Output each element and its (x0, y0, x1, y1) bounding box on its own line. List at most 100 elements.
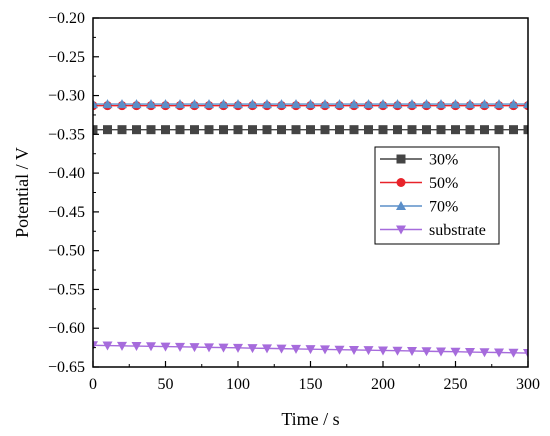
data-point (523, 99, 528, 109)
data-point (93, 99, 98, 109)
data-point (422, 125, 431, 135)
data-point (508, 348, 519, 358)
legend-label: 50% (429, 175, 458, 192)
legend-item: 30% (380, 152, 458, 169)
legend-label: 70% (429, 199, 458, 216)
data-point (523, 125, 528, 135)
data-point (363, 346, 374, 356)
data-point (233, 343, 243, 353)
series-substrate (93, 341, 528, 359)
y-axis-ticks: −0.20 −0.25 −0.30 −0.35 −0.40 −0.45 −0.50 −0.55… (48, 10, 99, 376)
legend-label: substrate (429, 222, 486, 239)
x-tick-label: 0 (89, 376, 97, 393)
data-point (335, 125, 344, 135)
legend-box (374, 146, 500, 245)
data-point (479, 99, 490, 109)
y-tick-label: −0.30 (48, 88, 85, 105)
data-point (276, 99, 287, 109)
data-point (523, 349, 528, 359)
data-point (378, 99, 388, 109)
x-tick-label: 50 (158, 376, 174, 393)
y-tick-label: −0.45 (48, 204, 85, 221)
data-point (363, 99, 374, 109)
data-point (146, 125, 156, 135)
data-point (451, 125, 460, 135)
data-point (436, 99, 446, 109)
data-point (204, 343, 214, 353)
data-point (161, 125, 170, 135)
series-layer (93, 99, 528, 359)
data-point (349, 125, 359, 135)
data-point (392, 346, 403, 356)
x-axis-label: Time / s (281, 409, 339, 429)
legend-item: 70% (380, 199, 458, 216)
data-point (508, 99, 519, 109)
data-point (262, 99, 272, 109)
data-point (421, 347, 432, 357)
data-point (305, 345, 316, 355)
data-point (146, 99, 156, 109)
data-point (219, 125, 228, 135)
y-tick-label: −0.50 (48, 243, 85, 260)
data-point (436, 125, 446, 135)
data-point (175, 125, 185, 135)
y-tick-label: −0.20 (48, 10, 85, 27)
data-point (102, 99, 113, 109)
y-tick-label: −0.55 (48, 281, 85, 298)
data-point (233, 125, 243, 135)
data-point (160, 99, 171, 109)
legend-marker (396, 201, 406, 210)
data-point (262, 125, 272, 135)
y-tick-label: −0.25 (48, 49, 85, 66)
data-point (378, 346, 388, 356)
data-point (233, 99, 243, 109)
data-point (247, 344, 258, 354)
data-point (146, 342, 156, 352)
data-point (160, 342, 171, 352)
data-point (204, 99, 214, 109)
data-point (276, 344, 287, 354)
data-point (392, 99, 403, 109)
legend-marker (396, 225, 406, 235)
data-point (465, 99, 475, 109)
y-tick-label: −0.60 (48, 320, 85, 337)
data-point (190, 125, 199, 135)
data-point (494, 348, 504, 358)
legend-marker (396, 178, 406, 187)
data-point (189, 99, 200, 109)
data-point (320, 345, 330, 355)
data-point (103, 125, 112, 135)
data-point (189, 343, 200, 353)
data-point (479, 348, 490, 358)
data-point (117, 341, 127, 351)
y-axis-label: Potential / V (12, 147, 32, 238)
y-tick-label: −0.40 (48, 165, 85, 182)
data-point (93, 125, 98, 135)
data-point (450, 99, 461, 109)
x-tick-label: 150 (299, 376, 323, 393)
legend: 30% 50% 70% substrate (374, 146, 500, 245)
data-point (334, 99, 345, 109)
data-point (102, 341, 113, 351)
legend-marker (396, 154, 406, 164)
x-tick-label: 200 (371, 376, 395, 393)
data-point (509, 125, 518, 135)
data-point (291, 344, 301, 354)
data-point (364, 125, 373, 135)
x-tick-label: 300 (516, 376, 540, 393)
data-point (436, 347, 446, 357)
data-point (349, 99, 359, 109)
data-point (349, 345, 359, 355)
data-point (247, 99, 258, 109)
y-tick-label: −0.65 (48, 359, 85, 376)
data-point (262, 344, 272, 354)
data-point (320, 125, 330, 135)
data-point (421, 99, 432, 109)
data-point (393, 125, 402, 135)
legend-item: substrate (380, 222, 486, 239)
data-point (204, 125, 214, 135)
data-point (117, 125, 127, 135)
data-point (277, 125, 286, 135)
series-30pct (93, 125, 528, 135)
